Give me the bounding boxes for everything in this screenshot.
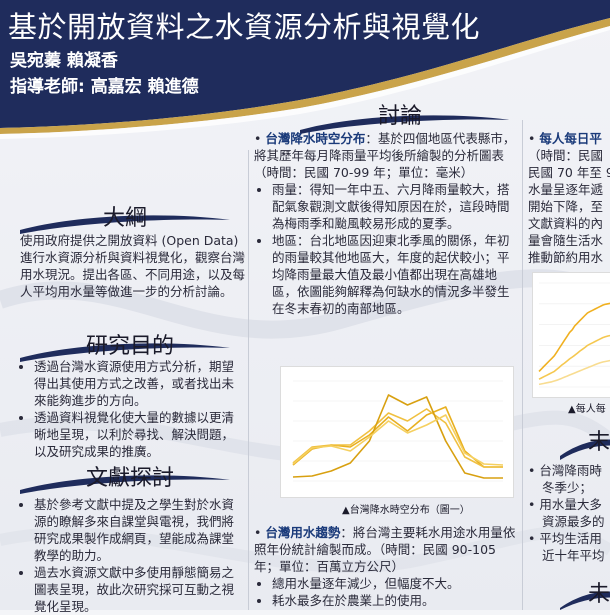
per-capita-lead: 每人每日平: [539, 131, 602, 146]
usage-paragraph: • 台灣用水趨勢：將台灣主要耗水用途水用量依照年份統計繪製而成。（時間：民國 9…: [254, 525, 516, 574]
abstract-paragraph: 使用政府提供之開放資料 (Open Data) 進行水資源分析與資料視覺化，觀察…: [20, 233, 246, 299]
rain-sub-2: 地區：台北地區因迎東北季風的關係，年初的雨量較其他地區大，年度的起伏較小；平均降…: [272, 232, 520, 317]
purpose-heading: 研究目的: [85, 334, 174, 359]
purpose-heading-swoosh: [20, 343, 230, 362]
usage-sub-1: 總用水量逐年減少，但幅度不大。: [272, 575, 520, 592]
series-line-2: [538, 334, 610, 380]
conclusion-bullet-3: • 平均生活用: [528, 531, 602, 546]
conclusion-bullet-2-cont: 資源最多的: [542, 514, 605, 529]
literature-text: 基於參考文獻中提及之學生對於水資源的瞭解多來自課堂與電視，我們將研究成果製作成網…: [18, 496, 243, 615]
conclusion-heading-swoosh: [560, 439, 610, 460]
series-line-4: [292, 414, 504, 466]
abstract-heading-swoosh: [20, 215, 230, 234]
discussion-heading-swoosh: [300, 115, 510, 134]
per-capita-line-3: 水量呈逐年遞: [528, 182, 604, 197]
rain-sub-1: 雨量：得知一年中五、六月降雨量較大，搭配氣象觀測文獻後得知原因在於，這段時間為梅…: [272, 181, 520, 232]
literature-item-2: 過去水資源文獻中多使用靜態簡易之圖表呈現，故此次研究採可互動之視覺化呈現。: [34, 564, 243, 615]
per-capita-lead-line: • 每人每日平: [528, 131, 602, 146]
abstract-heading: 大綱: [102, 206, 147, 231]
future-heading-fragment: 未: [588, 582, 610, 607]
purpose-item-1: 透過台灣水資源使用方式分析，期望得出其使用方式之改善，或者找出未來能夠進步的方向…: [34, 358, 243, 409]
per-capita-chart-plot: [538, 282, 610, 388]
conclusion-bullet-2: • 用水量大多: [528, 497, 602, 512]
usage-sub-list: 總用水量逐年減少，但幅度不大。 耗水最多在於農業上的使用。: [254, 575, 520, 609]
column-divider-1: [248, 150, 249, 610]
series-line-1: [538, 302, 610, 372]
literature-item-1: 基於參考文獻中提及之學生對於水資源的瞭解多來自課堂與電視，我們將研究成果製作成網…: [34, 496, 243, 564]
future-heading-swoosh: [560, 591, 610, 610]
per-capita-line-7: 推動節約用水: [528, 250, 604, 265]
literature-list: 基於參考文獻中提及之學生對於水資源的瞭解多來自課堂與電視，我們將研究成果製作成網…: [18, 496, 243, 615]
per-capita-chart-caption: ▲每人每: [568, 404, 606, 415]
author-names: 吳宛蓁 賴凝香: [10, 51, 118, 71]
per-capita-line-1: （時間：民國: [528, 148, 604, 163]
literature-heading: 文獻探討: [85, 466, 174, 491]
usage-lead: 台灣用水趨勢: [265, 525, 341, 540]
purpose-list: 透過台灣水資源使用方式分析，期望得出其使用方式之改善，或者找出未來能夠進步的方向…: [18, 358, 243, 460]
purpose-text: 透過台灣水資源使用方式分析，期望得出其使用方式之改善，或者找出未來能夠進步的方向…: [18, 358, 243, 460]
conclusion-bullet-3-cont: 近十年平均: [542, 548, 605, 563]
poster-authors: 吳宛蓁 賴凝香 指導老師: 高嘉宏 賴進德: [10, 48, 199, 100]
poster-title: 基於開放資料之水資源分析與視覺化: [8, 10, 481, 44]
rain-paragraph: • 台灣降水時空分布：基於四個地區代表縣市，將其歷年每月降雨量平均後所繪製的分析…: [254, 131, 516, 180]
rainfall-chart: [280, 366, 514, 498]
conclusion-heading-fragment: 末: [588, 430, 610, 455]
rain-body: ：基於四個地區代表縣市，將其歷年每月降雨量平均後所繪製的分析圖表（時間：民國 7…: [254, 131, 516, 180]
series-line-3: [538, 359, 610, 386]
per-capita-line-6: 量會隨生活水: [528, 233, 604, 248]
usage-body: ：將台灣主要耗水用途水用量依照年份統計繪製而成。（時間：民國 90-105 年；…: [254, 525, 516, 574]
rainfall-chart-plot: [292, 380, 504, 482]
per-capita-line-5: 文獻資料的內: [528, 216, 604, 231]
usage-text: • 台灣用水趨勢：將台灣主要耗水用途水用量依照年份統計繪製而成。（時間：民國 9…: [254, 524, 520, 609]
series-line-3: [292, 394, 503, 479]
rainfall-chart-caption: ▲台灣降水時空分布（圖一）: [342, 505, 470, 516]
conclusion-text: • 台灣降雨時 冬季少； • 用水量大多 資源最多的 • 平均生活用 近十年平均: [528, 462, 610, 564]
series-line-2: [292, 408, 503, 468]
conclusion-bullet-1-cont: 冬季少；: [542, 480, 593, 495]
rain-lead: 台灣降水時空分布: [265, 131, 366, 146]
header-banner: [0, 0, 610, 139]
series-line-1: [292, 406, 503, 468]
column-divider-2: [522, 120, 523, 610]
conclusion-bullet-1: • 台灣降雨時: [528, 463, 602, 478]
rain-text: • 台灣降水時空分布：基於四個地區代表縣市，將其歷年每月降雨量平均後所繪製的分析…: [254, 130, 520, 317]
usage-sub-2: 耗水最多在於農業上的使用。: [272, 592, 520, 609]
purpose-item-2: 透過資料視覺化使大量的數據以更清晰地呈現，以利於尋找、解決問題，以及研究成果的推…: [34, 409, 243, 460]
per-capita-line-2: 民國 70 年至 9: [528, 165, 610, 180]
rain-sub-list: 雨量：得知一年中五、六月降雨量較大，搭配氣象觀測文獻後得知原因在於，這段時間為梅…: [254, 181, 520, 317]
per-capita-chart: [532, 272, 610, 398]
abstract-text: 使用政府提供之開放資料 (Open Data) 進行水資源分析與資料視覺化，觀察…: [20, 232, 245, 300]
per-capita-line-4: 開始下降，至: [528, 199, 604, 214]
literature-heading-swoosh: [20, 475, 230, 494]
discussion-heading: 討論: [377, 104, 422, 129]
per-capita-text: • 每人每日平 （時間：民國 民國 70 年至 9 水量呈逐年遞 開始下降，至 …: [528, 130, 610, 266]
advisor-names: 指導老師: 高嘉宏 賴進德: [10, 77, 199, 97]
